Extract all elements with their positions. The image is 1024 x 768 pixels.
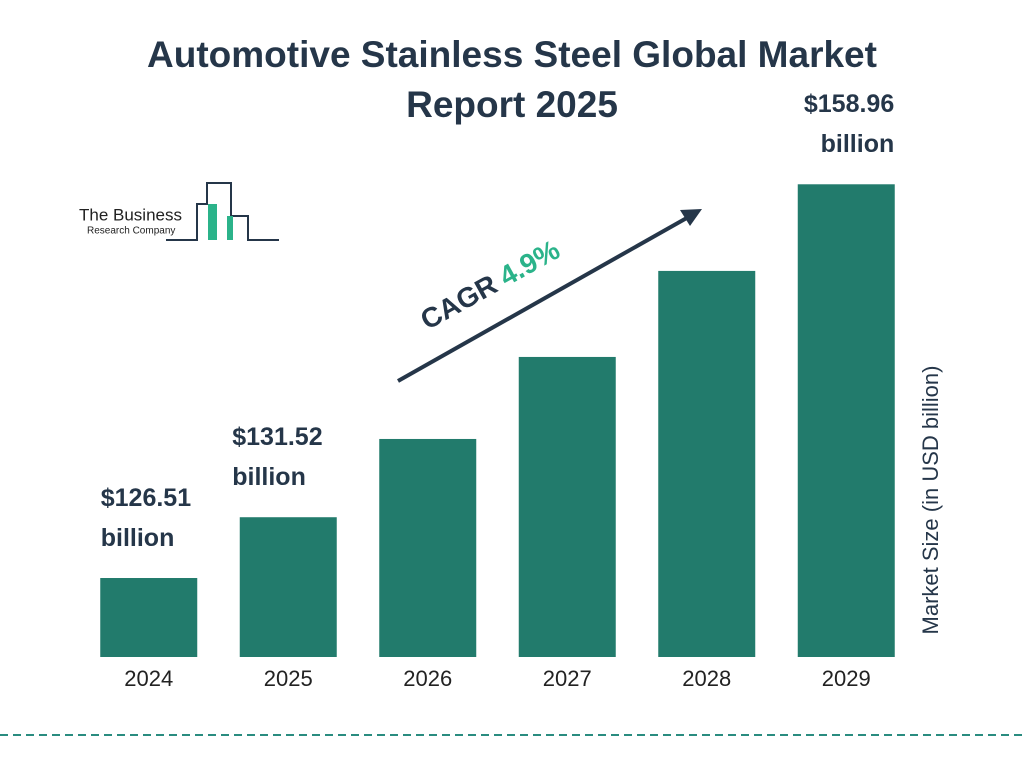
cagr-arrow: [397, 213, 693, 383]
x-tick-label: 2029: [822, 666, 871, 691]
y-axis-label: Market Size (in USD billion): [918, 366, 943, 635]
x-tick-label: 2026: [403, 666, 452, 691]
bar: [239, 517, 337, 657]
bar: [100, 578, 198, 657]
cagr: CAGR 4.9%: [415, 234, 565, 336]
x-tick-label: 2024: [124, 666, 173, 691]
x-tick-label: 2025: [264, 666, 313, 691]
cagr-value: 4.9%: [494, 234, 565, 292]
bar: [797, 184, 895, 657]
logo-outline: [166, 182, 279, 241]
x-tick-label: 2027: [543, 666, 592, 691]
chart-title: Automotive Stainless Steel Global Market…: [147, 34, 877, 125]
bar: [658, 270, 756, 657]
logo-line1: The Business: [79, 205, 182, 224]
bar: [379, 438, 477, 657]
logo-bar: [227, 216, 233, 240]
bar: [518, 356, 616, 657]
value-label: $158.96 billion: [803, 90, 895, 159]
cagr-label: CAGR: [415, 269, 502, 336]
value-label: $131.52 billion: [232, 423, 323, 492]
logo-bar: [208, 204, 217, 240]
logo-line2: Research Company: [87, 226, 175, 237]
logo: The Business Research Company: [79, 182, 279, 241]
cagr-arrowhead: [680, 209, 702, 226]
value-label: $126.51 billion: [100, 484, 192, 552]
x-tick-label: 2028: [682, 666, 731, 691]
